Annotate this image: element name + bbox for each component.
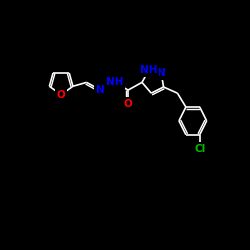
Text: Cl: Cl bbox=[194, 144, 205, 154]
Text: O: O bbox=[124, 99, 132, 109]
Text: N: N bbox=[96, 85, 105, 95]
Text: NH: NH bbox=[140, 65, 158, 75]
Text: N: N bbox=[157, 68, 166, 78]
Text: NH: NH bbox=[106, 77, 123, 87]
Text: O: O bbox=[57, 90, 66, 100]
